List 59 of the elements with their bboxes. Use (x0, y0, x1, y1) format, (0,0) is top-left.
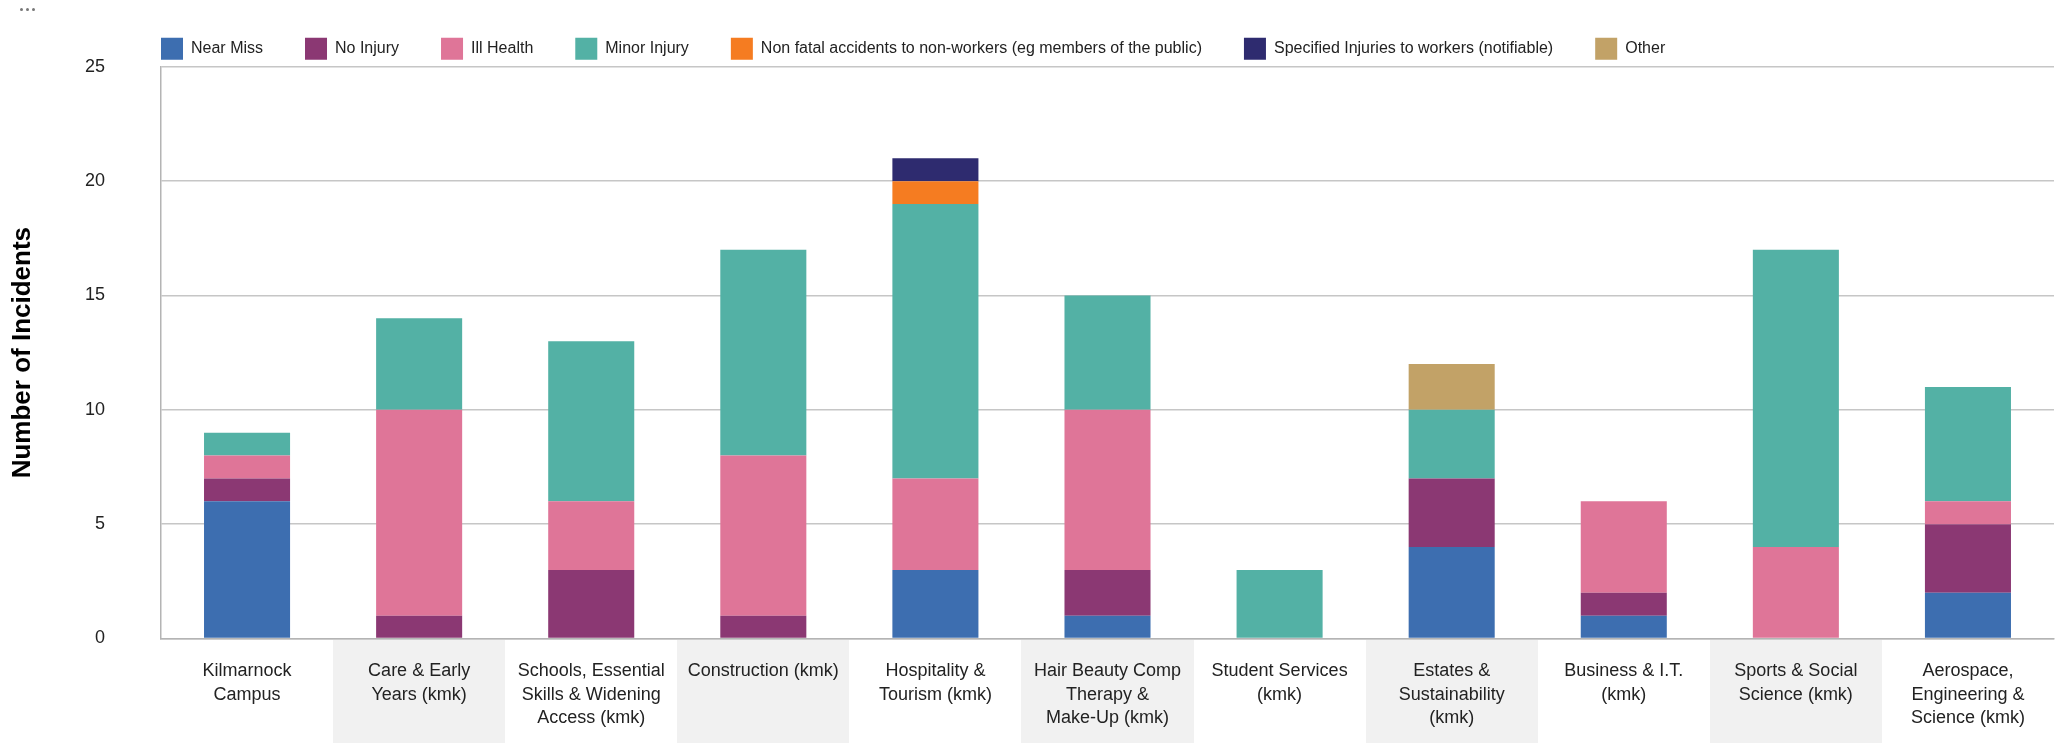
bar (1064, 569, 1151, 616)
y-axis-title: Number of Incidents (5, 226, 36, 479)
bar (548, 569, 635, 638)
bar (1408, 409, 1495, 479)
bar (376, 615, 463, 638)
legend-label: Near Miss (191, 39, 264, 57)
y-tick-label: 10 (84, 398, 105, 419)
bar (720, 455, 807, 616)
bar (1924, 592, 2011, 638)
y-tick-label: 15 (84, 284, 105, 305)
bar (376, 409, 463, 616)
bar (1408, 364, 1495, 410)
x-tick-label: Hospitality & Tourism (kmk) (878, 660, 992, 704)
x-tick-label: Hair Beauty Comp Therapy & Make-Up (kmk) (1033, 660, 1182, 727)
bar (548, 501, 635, 570)
legend-label: Ill Health (471, 39, 534, 57)
legend-label: Minor Injury (605, 39, 689, 57)
legend-label: Specified Injuries to workers (notifiable) (1273, 39, 1554, 57)
bar (204, 501, 291, 638)
x-tick-label: Student Services (kmk) (1211, 660, 1348, 704)
bar (1752, 249, 1839, 548)
x-tick-label: Schools, Essential Skills & Widening Access (kmk) (517, 660, 665, 727)
y-tick-label: 25 (84, 55, 105, 76)
x-tick-label: Aerospace, Engineering & Science (kmk) (1910, 660, 2025, 727)
y-tick-label: 5 (94, 513, 105, 534)
legend-label: No Injury (335, 39, 400, 57)
bar (1924, 524, 2011, 593)
bar (1580, 615, 1667, 638)
x-tick-label: Business & I.T. (kmk) (1564, 660, 1684, 704)
x-tick-label: Kilmarnock Campus (202, 660, 293, 704)
x-tick-label: Care & Early Years (kmk) (368, 660, 471, 704)
bar (892, 158, 979, 182)
bar (892, 569, 979, 638)
bar (1064, 615, 1151, 638)
y-tick-label: 0 (94, 627, 105, 648)
bar (892, 478, 979, 570)
bar (892, 204, 979, 479)
y-tick-label: 20 (84, 170, 105, 191)
bar (376, 318, 463, 410)
x-tick-label: Sports & Social Science (kmk) (1734, 660, 1858, 704)
bar (1064, 409, 1151, 570)
x-tick-label: Estates & Sustainability (kmk) (1398, 660, 1505, 727)
bar (204, 432, 291, 456)
bar (720, 615, 807, 638)
bar (548, 341, 635, 502)
bar (1580, 501, 1667, 593)
bar (892, 181, 979, 205)
bar (1064, 295, 1151, 410)
bar (1580, 592, 1667, 616)
bar (1924, 386, 2011, 502)
bar (720, 249, 807, 456)
bar (1408, 478, 1495, 548)
bar (204, 478, 291, 502)
legend-label: Non fatal accidents to non-workers (eg members of the public) (760, 39, 1202, 57)
bar (1236, 569, 1323, 638)
x-tick-label: Construction (kmk) (687, 660, 839, 681)
bar (1924, 501, 2011, 525)
legend-label: Other (1625, 39, 1666, 57)
bar (204, 455, 291, 479)
